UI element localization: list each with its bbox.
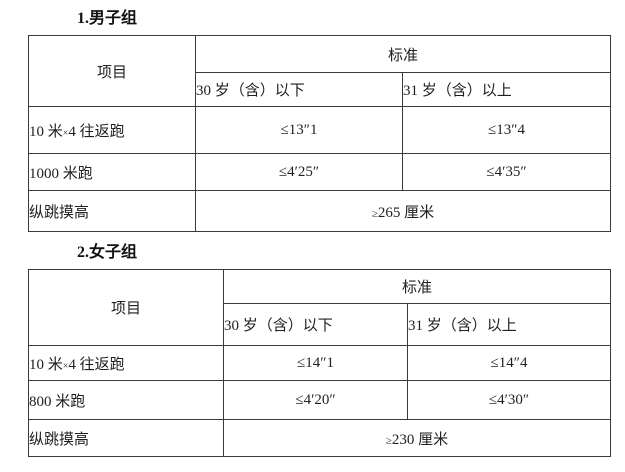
- greater-equal-sign: ≥: [371, 207, 378, 220]
- merged-standard-value-cell: ≥265 厘米: [194, 190, 612, 232]
- table-row: 1000 米跑 ≤4′25″ ≤4′35″: [28, 153, 612, 191]
- table-row: 800 米跑 ≤4′20″ ≤4′30″: [28, 380, 612, 420]
- standard-value-cell: ≤4′25″: [195, 153, 403, 191]
- men-standards-table: 项目 标准 30 岁（含）以下 31 岁（含）以上 10 米×4 往返跑 ≤13…: [28, 35, 612, 232]
- merged-standard-value: 265 厘米: [377, 204, 435, 221]
- event-name-cell: 纵跳摸高: [28, 190, 196, 232]
- age-under-30-header-cell: 30 岁（含）以下: [195, 72, 403, 107]
- standard-value-cell: ≤14″1: [223, 345, 408, 381]
- men-group-heading: 1.男子组: [77, 10, 138, 27]
- standard-value-cell: ≤4′20″: [223, 380, 408, 420]
- standard-value-cell: ≤13″4: [401, 106, 612, 154]
- women-standards-table: 项目 标准 30 岁（含）以下 31 岁（含）以上 10 米×4 往返跑 ≤14…: [28, 269, 612, 457]
- event-name-cell: 10 米×4 往返跑: [28, 106, 196, 154]
- merged-standard-value-cell: ≥230 厘米: [222, 419, 612, 457]
- table-row: 10 米×4 往返跑 ≤14″1 ≤14″4: [28, 345, 612, 381]
- event-name-cell: 1000 米跑: [28, 153, 196, 191]
- standard-value-cell: ≤14″4: [406, 345, 612, 381]
- table-row: 30 岁（含）以下 31 岁（含）以上: [29, 72, 612, 107]
- event-name-part: 4 往返跑: [68, 356, 125, 373]
- event-name-cell: 10 米×4 往返跑: [28, 345, 224, 381]
- standard-value-cell: ≤4′30″: [406, 380, 612, 420]
- multiplication-sign: ×: [62, 360, 69, 372]
- multiplication-sign: ×: [62, 127, 69, 139]
- item-header-cell: 项目: [28, 35, 196, 107]
- age-under-30-header-cell: 30 岁（含）以下: [223, 303, 408, 346]
- event-name-part: 10 米: [29, 356, 63, 373]
- event-name-part: 10 米: [29, 123, 63, 140]
- merged-standard-value: 230 厘米: [391, 431, 449, 448]
- table-row: 项目 标准: [28, 35, 612, 107]
- item-header-cell: 项目: [28, 269, 224, 346]
- women-group-heading: 2.女子组: [77, 244, 138, 261]
- event-name-part: 4 往返跑: [68, 123, 125, 140]
- table-row: 10 米×4 往返跑 ≤13″1 ≤13″4: [28, 106, 612, 154]
- age-over-31-header-cell: 31 岁（含）以上: [406, 303, 612, 346]
- table-row: 项目 标准: [28, 269, 612, 346]
- greater-equal-sign: ≥: [385, 434, 392, 447]
- standard-value-cell: ≤13″1: [195, 106, 403, 154]
- standard-value-cell: ≤4′35″: [401, 153, 612, 191]
- standard-header-cell: 标准: [194, 35, 612, 73]
- standard-header-cell: 标准: [222, 269, 612, 304]
- table-row: 纵跳摸高 ≥265 厘米: [28, 190, 612, 232]
- age-over-31-header-cell: 31 岁（含）以上: [401, 72, 612, 107]
- event-name-cell: 纵跳摸高: [28, 419, 224, 457]
- event-name-cell: 800 米跑: [28, 380, 224, 420]
- table-row: 纵跳摸高 ≥230 厘米: [28, 419, 612, 457]
